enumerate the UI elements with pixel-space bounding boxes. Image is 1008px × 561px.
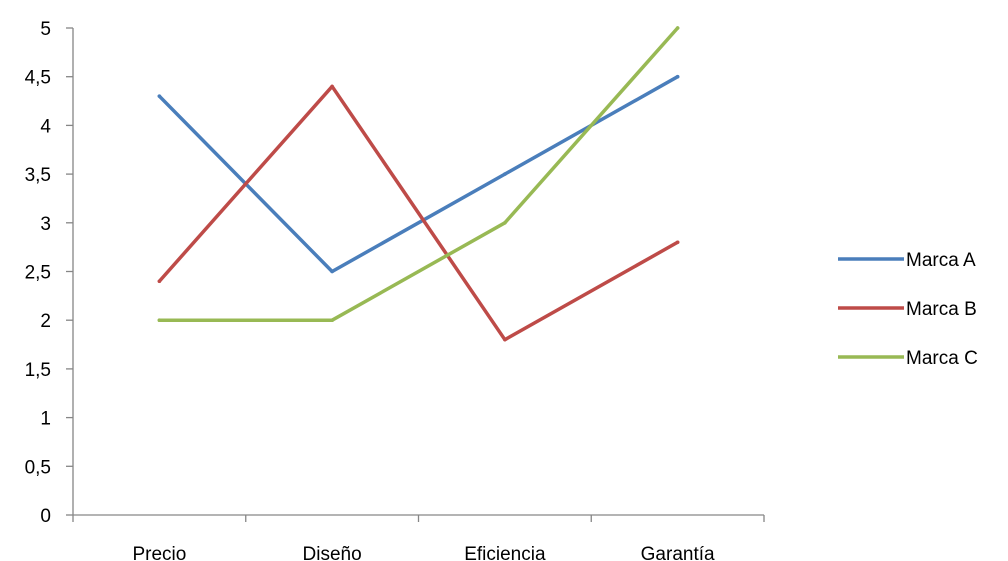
y-tick-label: 2 — [40, 311, 51, 332]
data-point-marca-a — [675, 74, 680, 79]
series-line-marca-b — [157, 84, 680, 342]
data-point-marca-b — [157, 279, 162, 284]
y-tick-label: 0 — [40, 506, 51, 527]
x-tick-label: Precio — [132, 544, 186, 561]
data-point-marca-c — [675, 26, 680, 30]
y-tick-label: 1,5 — [25, 360, 51, 381]
data-point-marca-c — [330, 318, 334, 323]
data-point-marca-a — [503, 172, 507, 176]
y-tick-label: 4,5 — [25, 68, 51, 89]
legend-label-marca-c: Marca C — [906, 348, 978, 369]
data-point-marca-a — [330, 269, 334, 274]
data-point-marca-c — [503, 221, 507, 225]
data-point-marca-b — [675, 240, 680, 245]
y-axis: 0 0,5 1 1,5 2 2,5 3 3,5 4 4,5 5 — [25, 19, 74, 527]
data-point-marca-b — [503, 337, 507, 342]
legend: Marca A Marca B Marca C — [838, 250, 978, 369]
data-point-marca-b — [330, 84, 334, 89]
legend-label-marca-a: Marca A — [906, 250, 976, 271]
data-point-marca-c — [157, 318, 162, 323]
x-axis: Precio Diseño Eficiencia Garantía — [72, 514, 765, 561]
series-lines — [157, 26, 680, 342]
series-line-marca-a — [157, 74, 680, 274]
y-tick-label: 3,5 — [25, 165, 51, 186]
y-tick-label: 3 — [40, 214, 51, 235]
series-line-marca-c — [157, 26, 680, 322]
y-tick-label: 2,5 — [25, 263, 51, 284]
y-tick-label: 1 — [40, 409, 51, 430]
data-point-marca-a — [157, 94, 162, 98]
x-tick-label: Eficiencia — [464, 544, 546, 561]
y-tick-label: 4 — [40, 116, 51, 137]
x-tick-label: Garantía — [641, 544, 715, 561]
y-tick-label: 0,5 — [25, 457, 51, 478]
legend-label-marca-b: Marca B — [906, 299, 977, 320]
x-tick-label: Diseño — [303, 544, 362, 561]
y-tick-label: 5 — [40, 19, 51, 40]
